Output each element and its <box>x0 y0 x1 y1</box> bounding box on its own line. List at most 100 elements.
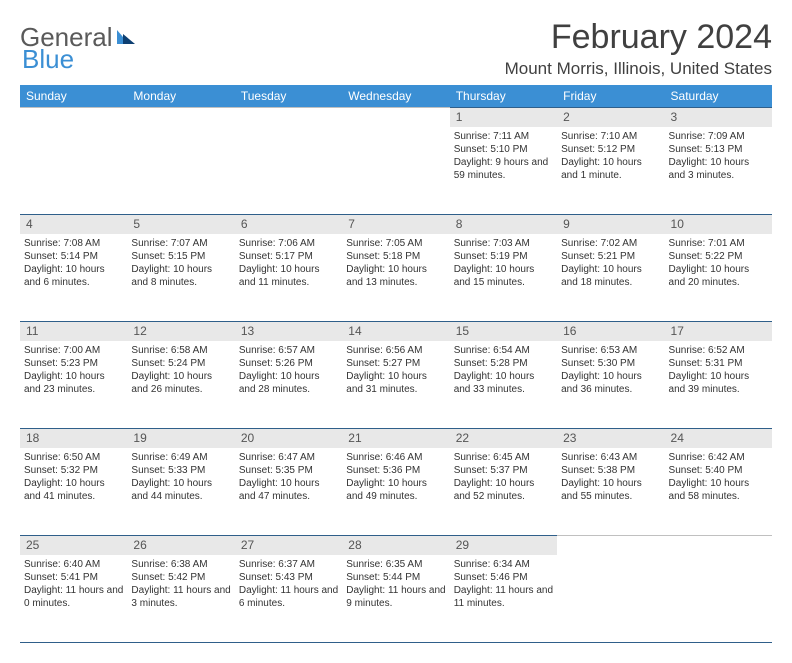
weekday-header: Friday <box>557 85 664 108</box>
day-info-cell: Sunrise: 7:02 AMSunset: 5:21 PMDaylight:… <box>557 234 664 322</box>
sunset-text: Sunset: 5:43 PM <box>239 571 338 584</box>
sunrise-text: Sunrise: 7:10 AM <box>561 130 660 143</box>
day-info-cell: Sunrise: 7:08 AMSunset: 5:14 PMDaylight:… <box>20 234 127 322</box>
day-number-row: 45678910 <box>20 215 772 234</box>
sunrise-text: Sunrise: 7:03 AM <box>454 237 553 250</box>
sunset-text: Sunset: 5:36 PM <box>346 464 445 477</box>
daylight-text: Daylight: 10 hours and 1 minute. <box>561 156 660 182</box>
daylight-text: Daylight: 10 hours and 31 minutes. <box>346 370 445 396</box>
sunrise-text: Sunrise: 7:01 AM <box>669 237 768 250</box>
sunrise-text: Sunrise: 6:40 AM <box>24 558 123 571</box>
day-number-cell: 16 <box>557 322 664 341</box>
sunrise-text: Sunrise: 7:09 AM <box>669 130 768 143</box>
day-info-cell: Sunrise: 6:58 AMSunset: 5:24 PMDaylight:… <box>127 341 234 429</box>
weekday-header: Monday <box>127 85 234 108</box>
sunset-text: Sunset: 5:15 PM <box>131 250 230 263</box>
sunset-text: Sunset: 5:14 PM <box>24 250 123 263</box>
day-number-cell: 19 <box>127 429 234 448</box>
daylight-text: Daylight: 11 hours and 0 minutes. <box>24 584 123 610</box>
day-number-cell: 4 <box>20 215 127 234</box>
sunset-text: Sunset: 5:46 PM <box>454 571 553 584</box>
sunrise-text: Sunrise: 7:05 AM <box>346 237 445 250</box>
weekday-header: Saturday <box>665 85 772 108</box>
daylight-text: Daylight: 9 hours and 59 minutes. <box>454 156 553 182</box>
title-block: February 2024 Mount Morris, Illinois, Un… <box>505 18 772 79</box>
day-number-cell: 27 <box>235 536 342 555</box>
sunrise-text: Sunrise: 6:57 AM <box>239 344 338 357</box>
daylight-text: Daylight: 10 hours and 47 minutes. <box>239 477 338 503</box>
sunset-text: Sunset: 5:23 PM <box>24 357 123 370</box>
day-info-row: Sunrise: 7:00 AMSunset: 5:23 PMDaylight:… <box>20 341 772 429</box>
daylight-text: Daylight: 10 hours and 44 minutes. <box>131 477 230 503</box>
day-number-row: 123 <box>20 108 772 127</box>
sunrise-text: Sunrise: 7:08 AM <box>24 237 123 250</box>
day-info-cell: Sunrise: 6:45 AMSunset: 5:37 PMDaylight:… <box>450 448 557 536</box>
header: General February 2024 Mount Morris, Illi… <box>20 18 772 79</box>
sunset-text: Sunset: 5:31 PM <box>669 357 768 370</box>
day-number-cell: 10 <box>665 215 772 234</box>
sunrise-text: Sunrise: 6:47 AM <box>239 451 338 464</box>
sunset-text: Sunset: 5:12 PM <box>561 143 660 156</box>
sunset-text: Sunset: 5:32 PM <box>24 464 123 477</box>
day-number-cell: 8 <box>450 215 557 234</box>
day-info-cell <box>342 127 449 215</box>
day-info-cell: Sunrise: 6:34 AMSunset: 5:46 PMDaylight:… <box>450 555 557 643</box>
day-number-cell: 26 <box>127 536 234 555</box>
day-info-cell: Sunrise: 6:37 AMSunset: 5:43 PMDaylight:… <box>235 555 342 643</box>
daylight-text: Daylight: 10 hours and 8 minutes. <box>131 263 230 289</box>
day-number-cell: 3 <box>665 108 772 127</box>
day-number-cell <box>342 108 449 127</box>
day-number-cell: 24 <box>665 429 772 448</box>
sunrise-text: Sunrise: 6:43 AM <box>561 451 660 464</box>
sunrise-text: Sunrise: 6:53 AM <box>561 344 660 357</box>
sunset-text: Sunset: 5:27 PM <box>346 357 445 370</box>
sunset-text: Sunset: 5:44 PM <box>346 571 445 584</box>
daylight-text: Daylight: 10 hours and 18 minutes. <box>561 263 660 289</box>
weekday-header: Sunday <box>20 85 127 108</box>
day-info-cell: Sunrise: 6:56 AMSunset: 5:27 PMDaylight:… <box>342 341 449 429</box>
daylight-text: Daylight: 11 hours and 11 minutes. <box>454 584 553 610</box>
day-info-cell: Sunrise: 6:49 AMSunset: 5:33 PMDaylight:… <box>127 448 234 536</box>
daylight-text: Daylight: 10 hours and 33 minutes. <box>454 370 553 396</box>
sunrise-text: Sunrise: 6:38 AM <box>131 558 230 571</box>
day-number-cell <box>20 108 127 127</box>
day-info-cell: Sunrise: 7:07 AMSunset: 5:15 PMDaylight:… <box>127 234 234 322</box>
day-info-cell: Sunrise: 6:35 AMSunset: 5:44 PMDaylight:… <box>342 555 449 643</box>
sunrise-text: Sunrise: 6:35 AM <box>346 558 445 571</box>
sunset-text: Sunset: 5:41 PM <box>24 571 123 584</box>
day-info-cell: Sunrise: 7:10 AMSunset: 5:12 PMDaylight:… <box>557 127 664 215</box>
sunset-text: Sunset: 5:40 PM <box>669 464 768 477</box>
day-info-cell <box>665 555 772 643</box>
day-info-cell: Sunrise: 6:52 AMSunset: 5:31 PMDaylight:… <box>665 341 772 429</box>
sunrise-text: Sunrise: 6:54 AM <box>454 344 553 357</box>
daylight-text: Daylight: 11 hours and 6 minutes. <box>239 584 338 610</box>
day-number-row: 2526272829 <box>20 536 772 555</box>
day-number-cell: 1 <box>450 108 557 127</box>
location: Mount Morris, Illinois, United States <box>505 59 772 79</box>
day-info-cell: Sunrise: 7:03 AMSunset: 5:19 PMDaylight:… <box>450 234 557 322</box>
daylight-text: Daylight: 10 hours and 55 minutes. <box>561 477 660 503</box>
sunrise-text: Sunrise: 6:42 AM <box>669 451 768 464</box>
daylight-text: Daylight: 10 hours and 6 minutes. <box>24 263 123 289</box>
day-info-row: Sunrise: 6:50 AMSunset: 5:32 PM Daylight:… <box>20 448 772 536</box>
weekday-header: Tuesday <box>235 85 342 108</box>
daylight-text: Daylight: 10 hours and 23 minutes. <box>24 370 123 396</box>
day-info-cell: Sunrise: 7:11 AMSunset: 5:10 PMDaylight:… <box>450 127 557 215</box>
day-number-cell: 23 <box>557 429 664 448</box>
sunrise-text: Sunrise: 6:46 AM <box>346 451 445 464</box>
daylight-text: Daylight: 10 hours and 58 minutes. <box>669 477 768 503</box>
calendar-table: Sunday Monday Tuesday Wednesday Thursday… <box>20 85 772 643</box>
day-info-cell: Sunrise: 6:43 AMSunset: 5:38 PMDaylight:… <box>557 448 664 536</box>
sunrise-text: Sunrise: 6:50 AM <box>24 451 123 464</box>
day-number-cell <box>665 536 772 555</box>
sunrise-text: Sunrise: 6:34 AM <box>454 558 553 571</box>
sunrise-text: Sunrise: 6:45 AM <box>454 451 553 464</box>
sunrise-text: Sunrise: 6:56 AM <box>346 344 445 357</box>
day-info-cell: Sunrise: 6:54 AMSunset: 5:28 PMDaylight:… <box>450 341 557 429</box>
sunrise-text: Sunrise: 7:11 AM <box>454 130 553 143</box>
daylight-text: Daylight: 10 hours and 13 minutes. <box>346 263 445 289</box>
day-number-row: 18192021222324 <box>20 429 772 448</box>
day-info-cell: Sunrise: 6:42 AMSunset: 5:40 PMDaylight:… <box>665 448 772 536</box>
daylight-text: Daylight: 11 hours and 9 minutes. <box>346 584 445 610</box>
logo-sail-icon <box>115 28 137 46</box>
